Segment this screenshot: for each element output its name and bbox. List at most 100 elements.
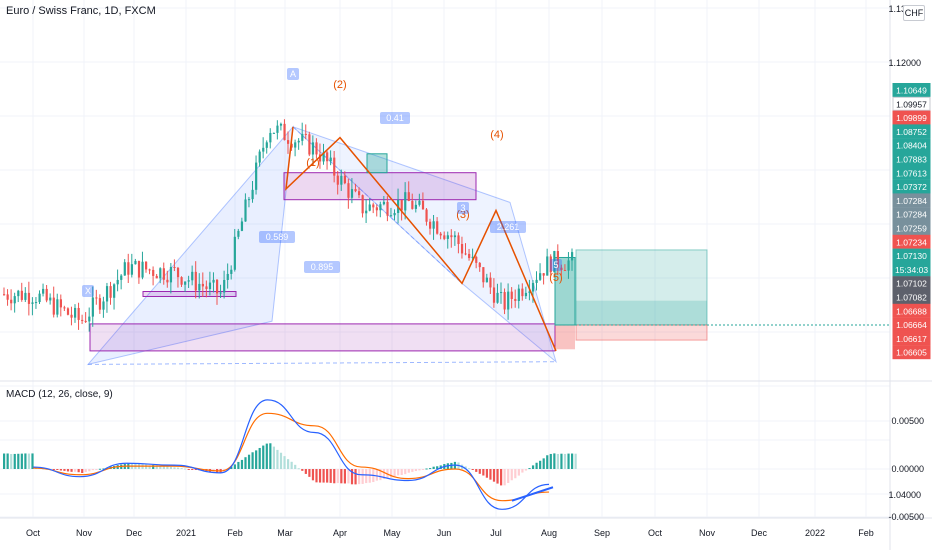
candle-body xyxy=(134,260,137,265)
macd-hist-bar xyxy=(563,453,567,469)
macd-hist-bar xyxy=(297,468,300,470)
macd-hist-bar xyxy=(233,464,236,469)
candle-body xyxy=(240,221,244,231)
candle-body xyxy=(34,302,38,304)
macd-hist-bar xyxy=(258,447,261,469)
macd-hist-bar xyxy=(546,455,549,469)
macd-hist-bar xyxy=(279,452,283,469)
candle-body xyxy=(290,143,293,148)
candle-body xyxy=(10,299,13,304)
macd-hist-bar xyxy=(358,469,361,485)
point-x-label: X xyxy=(85,286,91,296)
macd-hist-bar xyxy=(517,469,520,476)
candle-body xyxy=(400,200,403,211)
macd-hist-bar xyxy=(322,469,325,483)
wave-letter-3-bg xyxy=(457,202,469,214)
candle-body xyxy=(137,260,141,278)
candle-body xyxy=(84,320,87,322)
macd-hist-bar xyxy=(386,469,389,478)
macd-hist-bar xyxy=(524,469,528,471)
macd-hist-bar xyxy=(535,462,538,469)
price-label-bg xyxy=(892,165,931,180)
price-label: 1.08752 xyxy=(896,127,927,137)
ratio-0589-label-bg xyxy=(259,231,295,243)
price-label-bg xyxy=(892,331,931,346)
wave-label-4: (4) xyxy=(490,129,503,141)
price-label-bg xyxy=(892,110,931,125)
macd-hist-bar xyxy=(510,469,513,481)
macd-hist-bar xyxy=(240,459,244,469)
candle-body xyxy=(226,273,229,280)
candle-body xyxy=(180,277,183,285)
candle-body xyxy=(230,269,233,274)
candle-body xyxy=(531,282,535,292)
macd-hist-bar xyxy=(17,453,20,469)
price-label-bg xyxy=(892,345,931,360)
candle-body xyxy=(63,307,66,309)
candle-body xyxy=(176,267,180,278)
macd-hist-bar xyxy=(283,456,286,469)
candle-body xyxy=(514,298,517,301)
macd-hist-bar xyxy=(102,468,105,470)
candle-body xyxy=(223,279,226,293)
macd-hist-bar xyxy=(450,462,453,469)
candle-body xyxy=(95,297,98,299)
pattern-ac-line xyxy=(292,126,463,284)
macd-hist-bar xyxy=(436,466,439,469)
macd-hist-bar xyxy=(354,469,357,485)
candle-body xyxy=(262,147,265,152)
macd-hist-bar xyxy=(24,453,27,469)
macd-hist-bar xyxy=(63,469,66,471)
candle-body xyxy=(81,319,84,321)
macd-hist-bar xyxy=(326,469,329,483)
currency-button[interactable]: CHF xyxy=(903,5,925,21)
candle-body xyxy=(358,191,361,196)
price-label: 1.07284 xyxy=(896,210,927,220)
macd-hist-bar xyxy=(350,469,354,485)
price-label-bg xyxy=(892,262,931,277)
macd-hist-bar xyxy=(507,469,510,483)
candle-body xyxy=(13,296,16,304)
candle-body xyxy=(169,266,173,283)
candle-body xyxy=(269,132,272,143)
candle-body xyxy=(556,251,559,268)
price-label-bg xyxy=(892,152,931,166)
price-tick-label: 1.12000 xyxy=(888,58,921,68)
candle-body xyxy=(500,292,503,294)
candle-body xyxy=(475,256,478,263)
price-label: 1.10649 xyxy=(896,86,927,96)
macd-hist-bar xyxy=(567,453,570,469)
macd-hist-bar xyxy=(571,453,574,469)
chart-title: Euro / Swiss Franc, 1D, FXCM xyxy=(6,5,156,17)
macd-hist-bar xyxy=(52,469,55,470)
macd-hist-bar xyxy=(287,459,290,469)
gridlines xyxy=(0,0,890,518)
candle-body xyxy=(116,279,119,285)
candle-body xyxy=(457,235,460,245)
candle-body xyxy=(354,189,357,192)
macd-signal-line xyxy=(32,412,550,502)
candle-body xyxy=(549,256,552,273)
candle-body xyxy=(66,308,70,315)
price-label: 1.07372 xyxy=(896,182,927,192)
candle-body xyxy=(77,307,80,320)
candle-body xyxy=(109,286,112,298)
candle-body xyxy=(567,260,570,271)
macd-hist-bar xyxy=(379,469,382,481)
wave-label-1: (1) xyxy=(306,157,319,169)
time-tick-label: Apr xyxy=(333,528,347,538)
macd-hist-bar xyxy=(482,469,485,476)
candle-body xyxy=(336,175,339,185)
macd-hist-bar xyxy=(162,466,165,469)
stop-loss-zone xyxy=(575,324,708,341)
candle-body xyxy=(365,210,368,214)
time-tick-label: Nov xyxy=(76,528,93,538)
candle-body xyxy=(283,123,286,141)
candle-body xyxy=(468,253,471,259)
price-label: 15:34:03 xyxy=(895,265,928,275)
macd-hist-bar xyxy=(311,469,315,481)
macd-hist-bar xyxy=(74,469,77,472)
macd-tick-label: 0.00500 xyxy=(891,416,924,426)
